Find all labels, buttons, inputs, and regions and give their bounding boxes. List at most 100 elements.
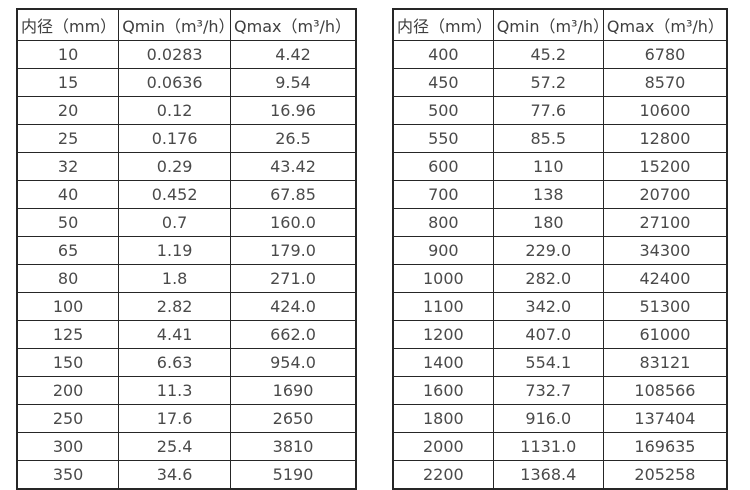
- table-row: 300 25.4 3810: [16, 432, 357, 461]
- column-header: Qmin（m³/h）: [492, 8, 604, 41]
- table-cell: 20: [16, 96, 120, 125]
- table-row: 1100 342.0 51300: [392, 292, 728, 321]
- table-cell: 9.54: [230, 68, 357, 97]
- table-cell: 83121: [602, 348, 728, 377]
- table-row: 40 0.452 67.85: [16, 180, 357, 209]
- table-cell: 137404: [602, 404, 728, 433]
- table-cell: 150: [16, 348, 120, 377]
- table-row: 25 0.176 26.5: [16, 124, 357, 153]
- table-cell: 4.41: [118, 320, 232, 349]
- table-cell: 100: [16, 292, 120, 321]
- table-cell: 1800: [392, 404, 494, 433]
- table-cell: 15: [16, 68, 120, 97]
- table-cell: 0.7: [118, 208, 232, 237]
- table-cell: 80: [16, 264, 120, 293]
- table-cell: 65: [16, 236, 120, 265]
- table-cell: 407.0: [492, 320, 604, 349]
- table-cell: 27100: [602, 208, 728, 237]
- table-cell: 15200: [602, 152, 728, 181]
- table-cell: 662.0: [230, 320, 357, 349]
- table-cell: 67.85: [230, 180, 357, 209]
- table-row: 15 0.0636 9.54: [16, 68, 357, 97]
- table-cell: 1100: [392, 292, 494, 321]
- table-cell: 77.6: [492, 96, 604, 125]
- table-cell: 57.2: [492, 68, 604, 97]
- table-cell: 550: [392, 124, 494, 153]
- table-row: 100 2.82 424.0: [16, 292, 357, 321]
- table-row: 250 17.6 2650: [16, 404, 357, 433]
- table-row: 1600 732.7 108566: [392, 376, 728, 405]
- table-cell: 300: [16, 432, 120, 461]
- table-cell: 0.0283: [118, 40, 232, 69]
- table-cell: 250: [16, 404, 120, 433]
- table-cell: 1400: [392, 348, 494, 377]
- table-cell: 179.0: [230, 236, 357, 265]
- table-cell: 180: [492, 208, 604, 237]
- table-cell: 2650: [230, 404, 357, 433]
- table-cell: 500: [392, 96, 494, 125]
- table-row: 1000 282.0 42400: [392, 264, 728, 293]
- table-cell: 61000: [602, 320, 728, 349]
- table-cell: 138: [492, 180, 604, 209]
- table-cell: 342.0: [492, 292, 604, 321]
- table-cell: 42400: [602, 264, 728, 293]
- table-cell: 160.0: [230, 208, 357, 237]
- table-row: 350 34.6 5190: [16, 460, 357, 490]
- table-cell: 1690: [230, 376, 357, 405]
- table-cell: 108566: [602, 376, 728, 405]
- table-cell: 6.63: [118, 348, 232, 377]
- table-row: 2000 1131.0 169635: [392, 432, 728, 461]
- table-cell: 11.3: [118, 376, 232, 405]
- header-row: 内径（mm） Qmin（m³/h） Qmax（m³/h）: [392, 8, 728, 41]
- table-row: 65 1.19 179.0: [16, 236, 357, 265]
- table-cell: 800: [392, 208, 494, 237]
- table-cell: 85.5: [492, 124, 604, 153]
- table-row: 50 0.7 160.0: [16, 208, 357, 237]
- table-cell: 34.6: [118, 460, 232, 490]
- table-row: 2200 1368.4 205258: [392, 460, 728, 490]
- table-cell: 32: [16, 152, 120, 181]
- table-cell: 16.96: [230, 96, 357, 125]
- table-cell: 2.82: [118, 292, 232, 321]
- table-cell: 0.12: [118, 96, 232, 125]
- table-cell: 10: [16, 40, 120, 69]
- table-cell: 6780: [602, 40, 728, 69]
- flow-rate-table-large-diameters: 内径（mm） Qmin（m³/h） Qmax（m³/h） 400 45.2 6780 45…: [392, 8, 728, 490]
- table-cell: 600: [392, 152, 494, 181]
- table-cell: 12800: [602, 124, 728, 153]
- table-cell: 900: [392, 236, 494, 265]
- table-cell: 2000: [392, 432, 494, 461]
- table-cell: 424.0: [230, 292, 357, 321]
- table-header: 内径（mm） Qmin（m³/h） Qmax（m³/h）: [392, 8, 728, 41]
- table-row: 125 4.41 662.0: [16, 320, 357, 349]
- table-cell: 1000: [392, 264, 494, 293]
- table-cell: 4.42: [230, 40, 357, 69]
- table-cell: 1600: [392, 376, 494, 405]
- table-cell: 25: [16, 124, 120, 153]
- table-cell: 45.2: [492, 40, 604, 69]
- column-header: Qmin（m³/h）: [118, 8, 232, 41]
- table-body: 10 0.0283 4.42 15 0.0636 9.54 20 0.12 16.96 25 0.1…: [16, 40, 357, 490]
- table-cell: 229.0: [492, 236, 604, 265]
- table-row: 500 77.6 10600: [392, 96, 728, 125]
- table-row: 1400 554.1 83121: [392, 348, 728, 377]
- table-header: 内径（mm） Qmin（m³/h） Qmax（m³/h）: [16, 8, 357, 41]
- flow-rate-table-small-diameters: 内径（mm） Qmin（m³/h） Qmax（m³/h） 10 0.0283 4.42 1…: [16, 8, 357, 490]
- table-cell: 0.0636: [118, 68, 232, 97]
- table-cell: 51300: [602, 292, 728, 321]
- table-cell: 0.29: [118, 152, 232, 181]
- table-cell: 282.0: [492, 264, 604, 293]
- table-row: 80 1.8 271.0: [16, 264, 357, 293]
- table-cell: 200: [16, 376, 120, 405]
- table-row: 900 229.0 34300: [392, 236, 728, 265]
- column-header: 内径（mm）: [392, 8, 494, 41]
- table-cell: 350: [16, 460, 120, 490]
- table-cell: 554.1: [492, 348, 604, 377]
- table-cell: 10600: [602, 96, 728, 125]
- table-row: 600 110 15200: [392, 152, 728, 181]
- table-row: 32 0.29 43.42: [16, 152, 357, 181]
- table-cell: 43.42: [230, 152, 357, 181]
- table-row: 1800 916.0 137404: [392, 404, 728, 433]
- table-cell: 34300: [602, 236, 728, 265]
- column-header: Qmax（m³/h）: [602, 8, 728, 41]
